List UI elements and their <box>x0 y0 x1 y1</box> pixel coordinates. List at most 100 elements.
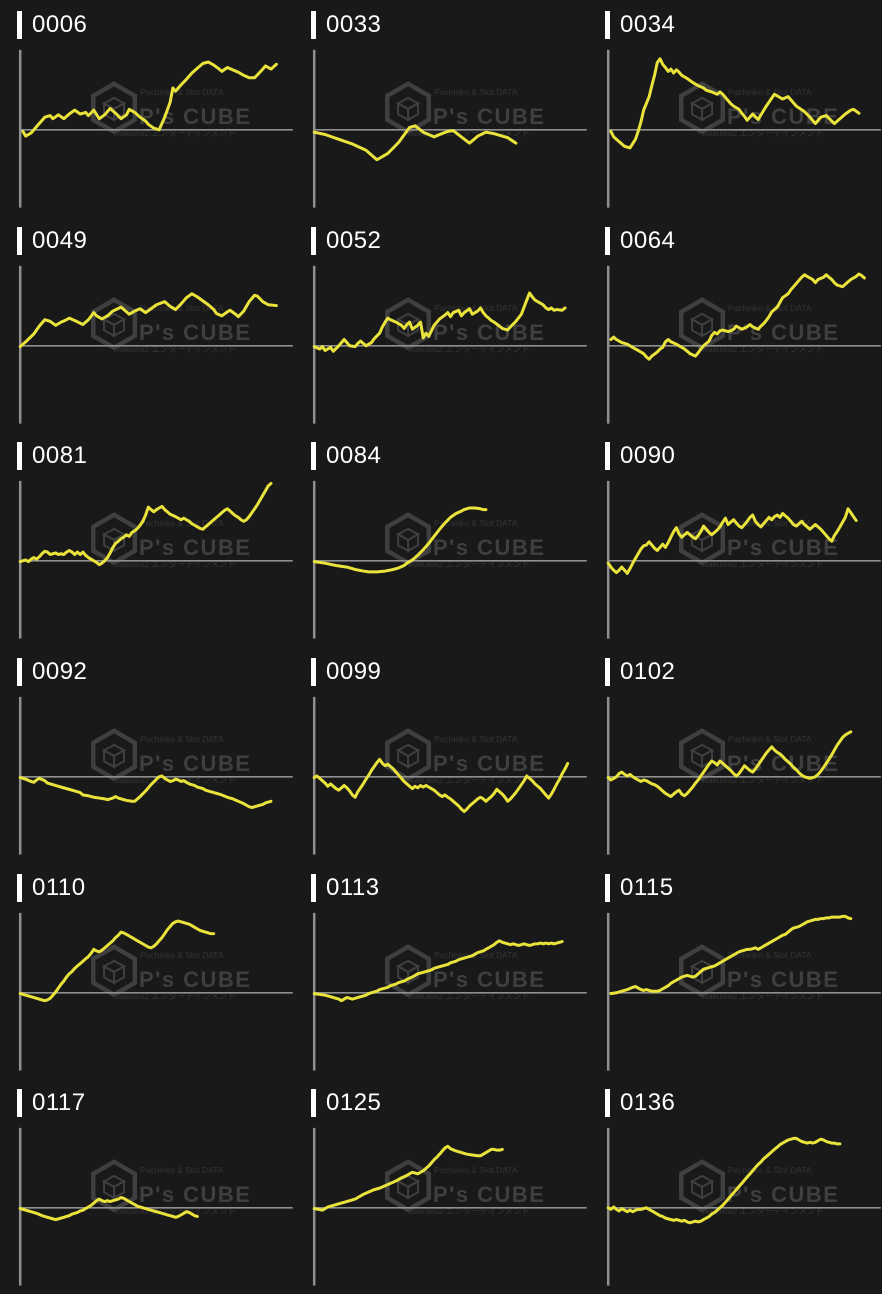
ps-cube-hexagon-icon <box>385 728 432 782</box>
watermark-brand-text: P's CUBE <box>139 104 251 129</box>
ps-cube-hexagon-icon <box>91 296 138 351</box>
watermark-brand-text: P's CUBE <box>139 1182 251 1207</box>
ps-cube-hexagon-icon <box>385 296 432 351</box>
machine-number: 0006 <box>32 11 88 38</box>
machine-panel: Pachinko & Slot DATA P's CUBE wakuwa2 エンター… <box>0 1078 294 1294</box>
ps-cube-hexagon-icon <box>91 943 138 998</box>
payout-line <box>312 506 488 574</box>
machine-title: 0102 <box>605 657 675 686</box>
watermark-top-text: Pachinko & Slot DATA <box>140 518 224 528</box>
watermark-bottom-text: wakuwa2 エンターテインメント <box>701 990 824 1000</box>
machine-number: 0084 <box>326 442 382 470</box>
watermark-top-text: Pachinko & Slot DATA <box>434 734 518 744</box>
machine-panel: Pachinko & Slot DATA P's CUBE wakuwa2 エンター… <box>588 431 882 647</box>
machine-panel: Pachinko & Slot DATA P's CUBE wakuwa2 エンター… <box>588 216 882 432</box>
machine-title: 0033 <box>311 11 381 39</box>
watermark-bottom-text: wakuwa2 エンターテインメント <box>701 128 824 138</box>
machine-title: 0006 <box>17 11 87 39</box>
payout-line <box>312 1145 504 1212</box>
watermark-bottom-text: wakuwa2 エンターテインメント <box>701 775 824 785</box>
ps-cube-hexagon-icon <box>385 81 432 135</box>
payout-line <box>18 482 273 567</box>
payout-line <box>312 757 570 814</box>
watermark-bottom-text: wakuwa2 エンターテインメント <box>407 128 530 138</box>
watermark-top-text: Pachinko & Slot DATA <box>140 734 224 744</box>
payout-line <box>609 914 853 995</box>
watermark-bottom-text: wakuwa2 エンターテインメント <box>407 343 530 353</box>
watermark-top-text: Pachinko & Slot DATA <box>140 303 224 313</box>
payout-line <box>609 57 861 150</box>
machine-title: 0090 <box>605 442 675 471</box>
title-accent-bar <box>605 657 610 686</box>
watermark-brand-text: P's CUBE <box>433 535 545 560</box>
watermark-top-text: Pachinko & Slot DATA <box>728 734 812 744</box>
watermark-brand-text: P's CUBE <box>727 751 839 776</box>
title-accent-bar <box>17 226 22 255</box>
machine-panel: Pachinko & Slot DATA P's CUBE wakuwa2 エンター… <box>294 647 588 863</box>
watermark-top-text: Pachinko & Slot DATA <box>434 518 518 528</box>
ps-cube-hexagon-icon <box>91 1159 138 1213</box>
payout-line <box>606 1137 842 1225</box>
machine-panel: Pachinko & Slot DATA P's CUBE wakuwa2 エンター… <box>0 863 294 1079</box>
watermark-bottom-text: wakuwa2 エンターテインメント <box>407 990 530 1000</box>
machine-title: 0115 <box>605 873 674 902</box>
machine-panel: Pachinko & Slot DATA P's CUBE wakuwa2 エンター… <box>588 0 882 216</box>
watermark-bottom-text: wakuwa2 エンターテインメント <box>701 559 824 569</box>
watermark-brand-text: P's CUBE <box>433 319 545 344</box>
machine-panel: Pachinko & Slot DATA P's CUBE wakuwa2 エンター… <box>294 431 588 647</box>
payout-line <box>21 60 278 138</box>
watermark-top-text: Pachinko & Slot DATA <box>140 949 224 959</box>
machine-panel: Pachinko & Slot DATA P's CUBE wakuwa2 エンター… <box>588 647 882 863</box>
payout-line <box>606 730 853 799</box>
payout-line <box>18 291 278 348</box>
title-accent-bar <box>605 11 610 39</box>
watermark-top-text: Pachinko & Slot DATA <box>434 303 518 313</box>
payout-line <box>606 507 858 576</box>
watermark-brand-text: P's CUBE <box>433 751 545 776</box>
watermark-top-text: Pachinko & Slot DATA <box>728 87 812 97</box>
watermark-bottom-text: wakuwa2 エンターテインメント <box>113 1206 236 1216</box>
machine-panel: Pachinko & Slot DATA P's CUBE wakuwa2 エンター… <box>294 1078 588 1294</box>
title-accent-bar <box>605 1089 610 1118</box>
machine-number: 0136 <box>620 1089 676 1117</box>
title-accent-bar <box>17 1089 22 1118</box>
title-accent-bar <box>311 657 316 686</box>
title-accent-bar <box>311 11 316 39</box>
machine-panel: Pachinko & Slot DATA P's CUBE wakuwa2 エンター… <box>294 216 588 432</box>
machine-title: 0092 <box>17 657 87 686</box>
watermark-top-text: Pachinko & Slot DATA <box>728 1165 812 1175</box>
machine-title: 0117 <box>17 1089 86 1118</box>
ps-cube-hexagon-icon <box>385 512 432 566</box>
machine-title: 0136 <box>605 1089 676 1118</box>
machine-panel: Pachinko & Slot DATA P's CUBE wakuwa2 エンター… <box>588 1078 882 1294</box>
watermark-brand-text: P's CUBE <box>727 966 839 991</box>
title-accent-bar <box>17 442 22 471</box>
payout-line <box>312 938 564 1002</box>
machine-number: 0110 <box>32 873 86 901</box>
machine-panel: Pachinko & Slot DATA P's CUBE wakuwa2 エンター… <box>588 863 882 1079</box>
machine-number: 0125 <box>326 1089 382 1117</box>
machine-panel: Pachinko & Slot DATA P's CUBE wakuwa2 エンター… <box>0 647 294 863</box>
machine-number: 0033 <box>326 11 382 38</box>
watermark-top-text: Pachinko & Slot DATA <box>140 87 224 97</box>
title-accent-bar <box>311 442 316 471</box>
title-accent-bar <box>17 657 22 686</box>
machine-title: 0081 <box>17 442 87 471</box>
machine-title: 0049 <box>17 226 87 255</box>
